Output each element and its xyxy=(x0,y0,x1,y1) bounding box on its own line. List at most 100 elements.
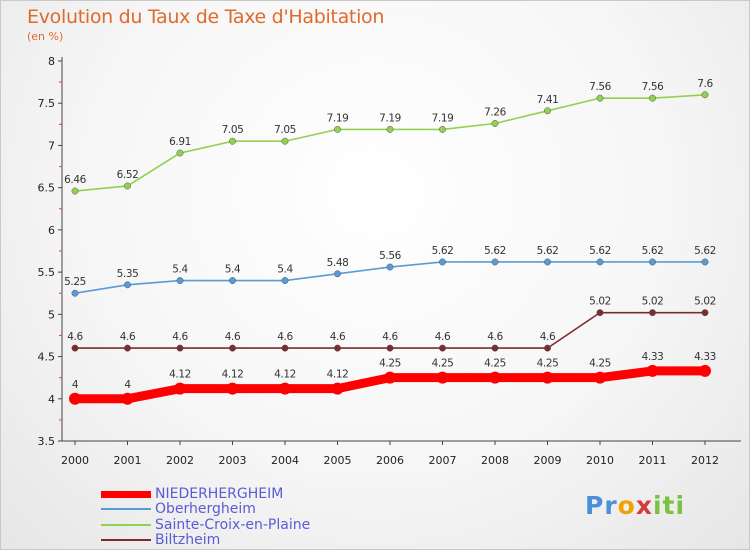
data-point xyxy=(386,263,394,271)
data-label: 7.56 xyxy=(589,81,611,93)
legend-swatch-niederhergheim xyxy=(101,490,151,498)
data-label: 7.56 xyxy=(642,81,664,93)
y-tick-label: 8 xyxy=(48,55,55,68)
data-label: 4.25 xyxy=(537,358,559,370)
data-label: 7.41 xyxy=(537,94,559,106)
legend-item-oberhergheim: Oberhergheim xyxy=(101,501,256,517)
data-label: 4.12 xyxy=(222,369,244,381)
data-point xyxy=(124,344,131,352)
data-label: 5.4 xyxy=(225,264,241,276)
x-tick-label: 2008 xyxy=(481,454,509,467)
data-point xyxy=(489,371,501,384)
data-label: 5.4 xyxy=(172,264,188,276)
data-point xyxy=(596,258,604,266)
data-label: 4.6 xyxy=(330,331,346,343)
data-label: 4.25 xyxy=(432,358,454,370)
proxiti-logo: Proxiti xyxy=(585,491,686,520)
data-point xyxy=(439,258,446,266)
data-label: 5.62 xyxy=(484,245,506,257)
x-tick-label: 2003 xyxy=(219,454,247,467)
data-label: 4 xyxy=(72,379,79,391)
data-label: 5.48 xyxy=(327,257,349,269)
data-label: 5.25 xyxy=(64,276,86,288)
data-label: 4.6 xyxy=(435,331,451,343)
x-tick-label: 2006 xyxy=(376,454,404,467)
data-label: 5.56 xyxy=(379,250,401,262)
data-point xyxy=(544,107,551,115)
data-point xyxy=(281,344,289,352)
data-point xyxy=(699,364,711,377)
data-label: 4.12 xyxy=(169,369,191,381)
chart-title: Evolution du Taux de Taxe d'Habitation xyxy=(27,6,385,28)
y-tick-label: 7 xyxy=(48,139,55,152)
data-point xyxy=(124,281,131,289)
legend-swatch-oberhergheim xyxy=(101,508,151,510)
legend-item-niederhergheim: NIEDERHERGHEIM xyxy=(101,486,283,502)
data-label: 4.33 xyxy=(642,351,664,363)
data-point xyxy=(491,120,499,127)
data-point xyxy=(71,344,79,352)
data-point xyxy=(649,309,656,317)
data-label: 4.6 xyxy=(487,331,503,343)
data-point xyxy=(439,125,446,133)
data-point xyxy=(386,344,394,352)
x-tick-label: 2005 xyxy=(324,454,352,467)
x-tick-label: 2004 xyxy=(271,454,299,467)
data-point xyxy=(71,187,79,195)
data-label: 4.6 xyxy=(120,331,136,343)
x-tick-label: 2009 xyxy=(534,454,562,467)
x-tick-label: 2007 xyxy=(429,454,457,467)
x-tick-label: 2011 xyxy=(639,454,667,467)
data-point xyxy=(384,371,396,384)
data-point xyxy=(436,371,449,384)
data-label: 5.35 xyxy=(117,268,139,280)
data-label: 5.02 xyxy=(642,296,664,308)
data-point xyxy=(176,277,184,285)
data-label: 4.33 xyxy=(694,351,716,363)
data-labels: 6.46 6.52 6.91 7.05 7.05 7.19 7.19 7.19 7.26 7.41… xyxy=(64,78,716,391)
data-label: 4.6 xyxy=(540,331,556,343)
y-tick-label: 4 xyxy=(48,393,55,406)
data-label: 5.62 xyxy=(642,245,664,257)
data-point xyxy=(386,125,394,133)
data-label: 6.52 xyxy=(117,169,139,181)
legend-item-biltzheim: Biltzheim xyxy=(101,532,220,548)
data-point xyxy=(334,344,341,352)
y-tick-label: 3.5 xyxy=(38,435,56,448)
data-label: 5.62 xyxy=(589,245,611,257)
data-label: 4.25 xyxy=(379,358,401,370)
data-label: 4.25 xyxy=(589,358,611,370)
data-point xyxy=(279,382,291,395)
data-label: 4.25 xyxy=(484,358,506,370)
data-label: 7.05 xyxy=(274,124,296,136)
data-point xyxy=(121,392,134,405)
x-tick-label: 2002 xyxy=(166,454,194,467)
data-point xyxy=(124,182,131,190)
data-label: 5.62 xyxy=(432,245,454,257)
data-label: 4.12 xyxy=(274,369,296,381)
data-point xyxy=(649,94,656,102)
y-tick-label: 5.5 xyxy=(38,266,56,279)
legend-label-niederhergheim: NIEDERHERGHEIM xyxy=(155,486,284,502)
data-label: 7.19 xyxy=(432,112,454,124)
data-label: 4.12 xyxy=(327,369,349,381)
data-point xyxy=(649,258,656,266)
y-tick-label: 6.5 xyxy=(38,182,56,195)
legend-swatch-biltzheim xyxy=(101,539,151,541)
data-label: 4.6 xyxy=(225,331,241,343)
series-layer xyxy=(69,91,711,405)
data-label: 4.6 xyxy=(172,331,188,343)
legend-label-biltzheim: Biltzheim xyxy=(155,532,221,548)
legend-swatch-sainte-croix xyxy=(101,524,151,526)
data-label: 7.26 xyxy=(484,106,506,118)
data-point xyxy=(176,344,184,352)
data-label: 6.91 xyxy=(169,136,191,148)
legend-item-sainte-croix: Sainte-Croix-en-Plaine xyxy=(101,517,310,533)
data-point xyxy=(701,309,709,317)
data-point xyxy=(439,344,446,352)
data-point xyxy=(596,309,604,317)
legend-label-sainte-croix: Sainte-Croix-en-Plaine xyxy=(155,517,311,533)
data-point xyxy=(646,364,659,377)
